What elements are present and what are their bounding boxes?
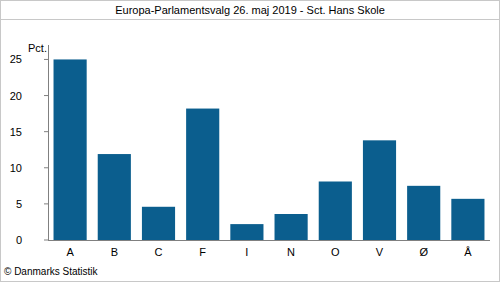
y-tick-label: 10 [10, 162, 22, 174]
title-separator [0, 19, 500, 20]
y-tick-label: 15 [10, 126, 22, 138]
x-tick-label: I [245, 246, 248, 258]
x-tick-label: N [287, 246, 295, 258]
bar [142, 207, 175, 240]
x-tick-label: C [155, 246, 163, 258]
bar [98, 154, 131, 240]
x-tick-label: Å [464, 246, 472, 258]
bars [54, 59, 485, 240]
x-tick-label: A [66, 246, 74, 258]
bar [230, 224, 263, 240]
bar [407, 186, 440, 240]
bar [451, 199, 484, 240]
y-tick-label: 20 [10, 90, 22, 102]
x-tick-label: O [331, 246, 340, 258]
bar [319, 182, 352, 241]
bar [186, 109, 219, 240]
y-axis-label: Pct. [28, 42, 47, 54]
y-tick [44, 95, 48, 96]
frame [1, 1, 500, 282]
x-tick-label: V [376, 246, 384, 258]
y-tick [44, 240, 48, 241]
x-axis [48, 240, 490, 241]
y-tick-label: 0 [16, 234, 22, 246]
bar [275, 214, 308, 240]
source: © Danmarks Statistik [4, 266, 99, 277]
y-tick [44, 203, 48, 204]
y-tick-label: 25 [10, 53, 22, 65]
title: Europa-Parlamentsvalg 26. maj 2019 - Sct… [115, 4, 385, 16]
y-tick [44, 167, 48, 168]
bar [54, 59, 87, 240]
x-tick-label: Ø [419, 246, 428, 258]
x-tick-label: B [111, 246, 118, 258]
chart-container: Europa-Parlamentsvalg 26. maj 2019 - Sct… [0, 0, 500, 282]
bar [363, 140, 396, 240]
y-tick [44, 59, 48, 60]
y-tick [44, 131, 48, 132]
x-tick-label: F [199, 246, 206, 258]
chart-svg: Europa-Parlamentsvalg 26. maj 2019 - Sct… [0, 0, 500, 282]
y-axis [48, 45, 49, 240]
y-tick-label: 5 [16, 198, 22, 210]
